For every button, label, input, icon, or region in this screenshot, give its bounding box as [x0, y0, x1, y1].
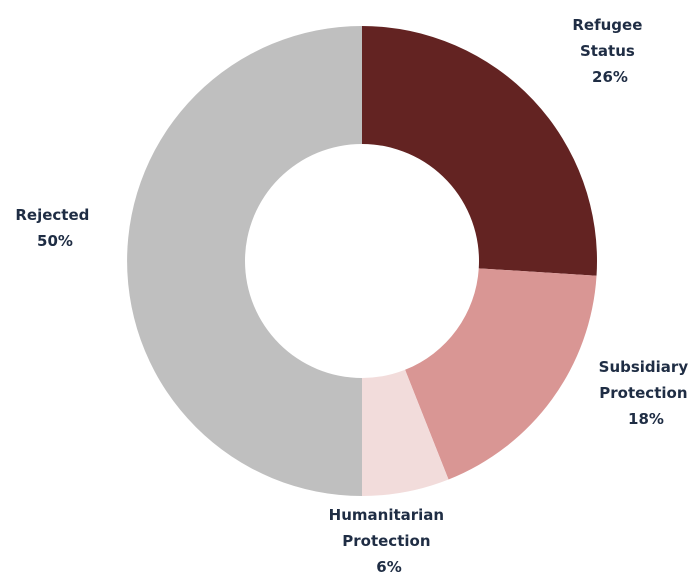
label-humanitarian-protection-value: 6%	[376, 558, 401, 576]
label-refugee-status-line-2: Status	[580, 42, 635, 60]
slice-rejected	[127, 26, 362, 496]
label-rejected-value: 50%	[37, 232, 73, 250]
label-refugee-status-line-1: Refugee	[572, 16, 642, 34]
donut-slices	[127, 26, 597, 496]
slice-humanitarian-protection	[362, 369, 449, 496]
label-humanitarian-protection-line-2: Protection	[342, 532, 430, 550]
label-subsidiary-protection-line-1: Subsidiary	[599, 358, 689, 376]
label-refugee-status: Refugee Status 26%	[572, 16, 647, 86]
slice-subsidiary-protection	[405, 268, 597, 480]
label-humanitarian-protection: Humanitarian Protection 6%	[329, 506, 450, 576]
label-rejected: Rejected 50%	[15, 206, 94, 250]
label-refugee-status-value: 26%	[592, 68, 628, 86]
label-subsidiary-protection-value: 18%	[628, 410, 664, 428]
label-subsidiary-protection: Subsidiary Protection 18%	[599, 358, 694, 428]
label-humanitarian-protection-line-1: Humanitarian	[329, 506, 444, 524]
label-rejected-line-1: Rejected	[15, 206, 89, 224]
label-subsidiary-protection-line-2: Protection	[599, 384, 687, 402]
slice-refugee-status	[362, 26, 597, 276]
slice-labels: Refugee Status 26% Subsidiary Protection…	[15, 16, 694, 576]
